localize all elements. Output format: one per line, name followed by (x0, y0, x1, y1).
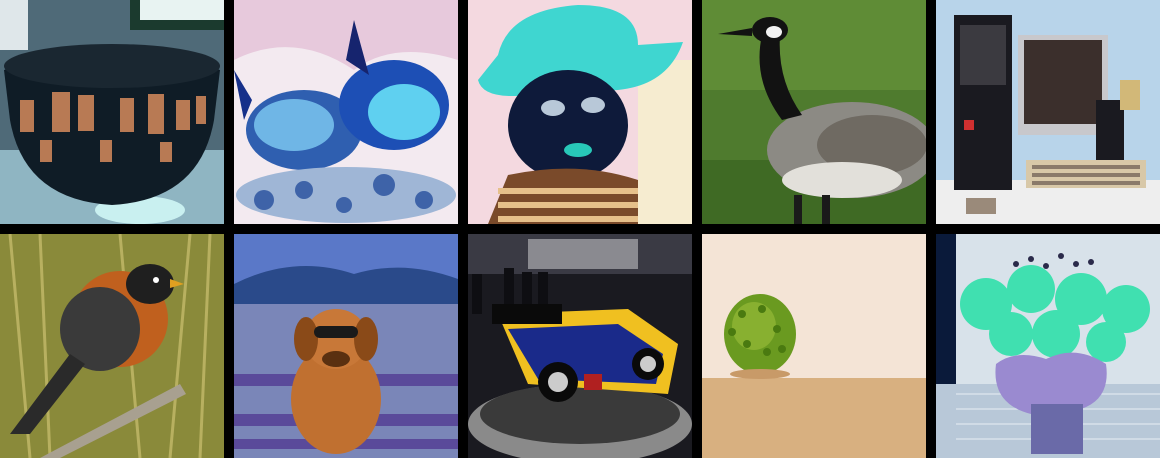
tile-flowers-in-vase (936, 234, 1160, 458)
tile-robin-on-branch (0, 234, 224, 458)
tile-race-car-on-display (468, 234, 692, 458)
tile-desktop-computer (936, 0, 1160, 224)
tile-dog-with-sunglasses (234, 234, 458, 458)
tile-spiky-green-fruit (702, 234, 926, 458)
tile-patterned-bowl (0, 0, 224, 224)
tile-canada-goose (702, 0, 926, 224)
tile-child-in-cowboy-hat (468, 0, 692, 224)
tile-goldfish (234, 0, 458, 224)
